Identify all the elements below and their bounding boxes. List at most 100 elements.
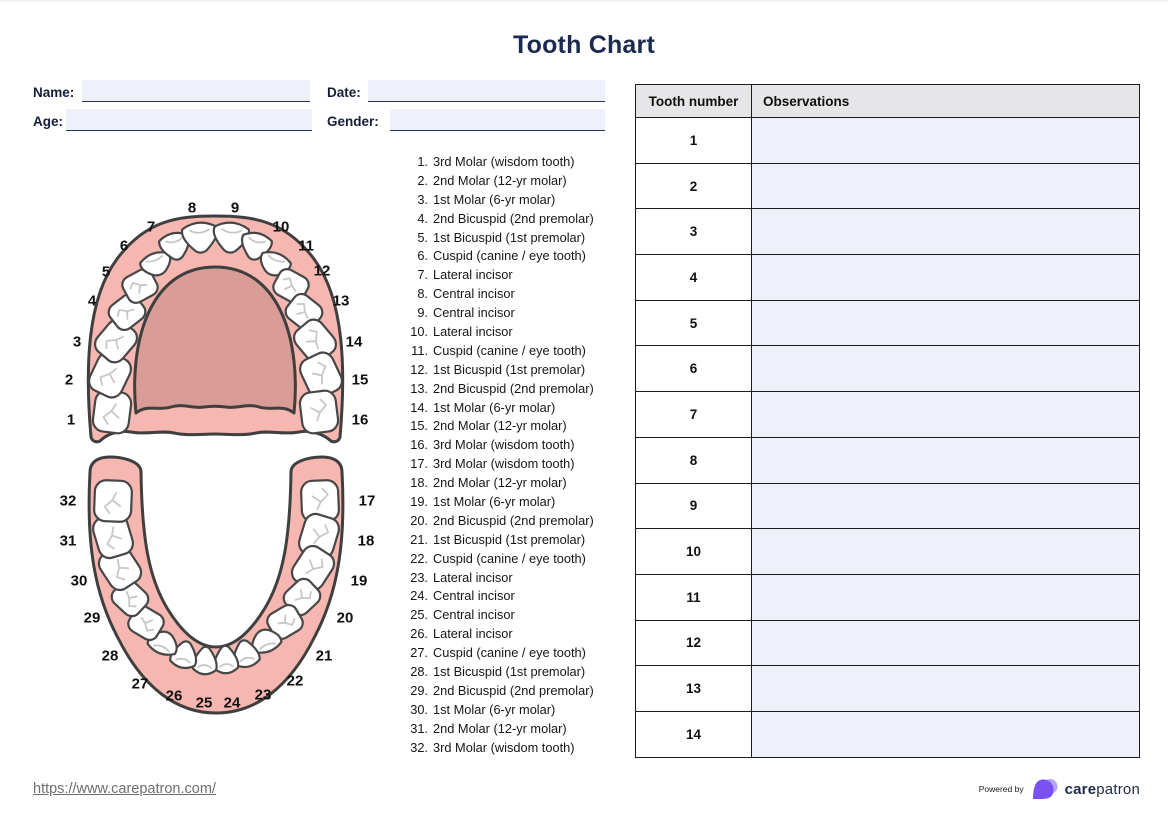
- tooth-list-number: 23.: [410, 569, 428, 585]
- upper-arch-palate: [133, 265, 297, 415]
- tooth-list-name: 1st Bicuspid (1st premolar): [433, 531, 586, 547]
- tooth-number-label: 4: [88, 292, 97, 309]
- observation-cell[interactable]: [751, 482, 1140, 530]
- tooth-number-label: 3: [73, 333, 81, 350]
- tooth-list-number: 8.: [417, 286, 428, 302]
- observation-cell[interactable]: [751, 710, 1140, 758]
- tooth-fissure-line: [267, 254, 286, 263]
- date-label: Date:: [327, 85, 361, 100]
- tooth-list-number: 9.: [417, 305, 428, 321]
- tooth-number-label: 28: [102, 647, 119, 664]
- tooth-list-number: 28.: [410, 663, 428, 679]
- observation-cell[interactable]: [751, 208, 1140, 256]
- observation-cell[interactable]: [751, 299, 1140, 347]
- tooth-fissure-line: [103, 492, 122, 515]
- tooth-list-name: Central incisor: [433, 607, 515, 623]
- tooth-list-item: 19. 1st Molar (6-yr molar): [402, 492, 612, 511]
- page-title: Tooth Chart: [513, 31, 655, 59]
- tooth-upper-16: [298, 389, 340, 435]
- tooth-fissure-line: [294, 589, 312, 601]
- tooth-fissure-line: [105, 335, 124, 350]
- tooth-list-name: 2nd Molar (12-yr molar): [433, 475, 567, 491]
- tooth-number-label: 7: [147, 218, 155, 235]
- tooth-number-label: 29: [84, 609, 101, 626]
- tooth-fissure-line: [197, 664, 212, 669]
- tooth-fissure-line: [99, 367, 117, 386]
- gender-field[interactable]: [390, 109, 605, 131]
- tooth-lower-17: [300, 479, 340, 523]
- tooth-list-item: 25. Central incisor: [402, 605, 612, 624]
- tooth-list-item: 16. 3rd Molar (wisdom tooth): [402, 435, 612, 454]
- tooth-number-label: 8: [188, 199, 196, 216]
- age-field[interactable]: [66, 109, 312, 131]
- tooth-fissure-line: [165, 237, 183, 244]
- tooth-list-name: 1st Bicuspid (1st premolar): [433, 663, 586, 679]
- tooth-list-item: 10. Lateral incisor: [402, 322, 612, 341]
- tooth-list-name: 1st Molar (6-yr molar): [433, 493, 556, 509]
- tooth-number-cell: 8: [635, 436, 752, 484]
- tooth-list-item: 1. 3rd Molar (wisdom tooth): [402, 152, 612, 171]
- table-row: 11: [635, 573, 1140, 621]
- tooth-list-name: Cuspid (canine / eye tooth): [433, 342, 586, 358]
- tooth-number-label: 11: [298, 237, 314, 254]
- tooth-number-cell: 14: [635, 710, 752, 758]
- powered-by-badge: Powered by carepatron: [979, 777, 1140, 801]
- observation-cell[interactable]: [751, 162, 1140, 210]
- tooth-number-label: 23: [255, 686, 272, 703]
- tooth-fissure-line: [248, 237, 266, 244]
- tooth-number-label: 21: [316, 647, 333, 664]
- tooth-list-item: 17. 3rd Molar (wisdom tooth): [402, 454, 612, 473]
- tooth-fissure-line: [305, 558, 324, 575]
- tooth-fissure-line: [175, 657, 191, 664]
- name-field[interactable]: [82, 80, 310, 102]
- table-row: 9: [635, 482, 1140, 530]
- tooth-list-number: 13.: [410, 380, 428, 396]
- tooth-number-label: 27: [132, 675, 149, 692]
- observation-cell[interactable]: [751, 391, 1140, 438]
- tooth-list-item: 12. 1st Bicuspid (1st premolar): [402, 360, 612, 379]
- carepatron-logo-icon: [1032, 779, 1058, 799]
- observation-cell[interactable]: [751, 345, 1140, 393]
- tooth-list-number: 5.: [417, 229, 428, 245]
- observation-cell[interactable]: [751, 573, 1140, 621]
- tooth-number-label: 22: [287, 672, 304, 689]
- carepatron-wordmark: carepatron: [1064, 780, 1140, 798]
- tooth-upper-6: [139, 251, 172, 277]
- tooth-fissure-line: [116, 308, 135, 320]
- tooth-list-item: 26. Lateral incisor: [402, 624, 612, 643]
- tooth-number-cell: 13: [635, 665, 752, 712]
- tooth-lower-22: [251, 628, 283, 654]
- tooth-list-number: 6.: [417, 248, 428, 264]
- tooth-number-label: 15: [352, 371, 369, 388]
- tooth-fissure-line: [152, 644, 170, 653]
- tooth-list-name: 2nd Bicuspid (2nd premolar): [433, 512, 594, 528]
- observation-cell[interactable]: [751, 665, 1140, 712]
- observation-cell[interactable]: [751, 436, 1140, 484]
- tooth-list-number: 29.: [410, 682, 428, 698]
- tooth-list-number: 19.: [410, 493, 428, 509]
- tooth-list-number: 26.: [410, 626, 428, 642]
- tooth-list-item: 5. 1st Bicuspid (1st premolar): [402, 228, 612, 247]
- observation-cell[interactable]: [751, 528, 1140, 575]
- observation-cell[interactable]: [751, 619, 1140, 667]
- tooth-fissure-line: [221, 228, 242, 234]
- tooth-number-label: 14: [346, 333, 363, 350]
- observation-cell[interactable]: [751, 117, 1140, 164]
- tooth-list-name: 2nd Molar (12-yr molar): [433, 172, 567, 188]
- tooth-list-number: 20.: [410, 512, 428, 528]
- tooth-list-name: 2nd Molar (12-yr molar): [433, 418, 567, 434]
- tooth-list-item: 6. Cuspid (canine / eye tooth): [402, 246, 612, 265]
- tooth-fissure-line: [311, 487, 329, 511]
- observation-cell[interactable]: [751, 254, 1140, 301]
- table-row: 7: [635, 391, 1140, 438]
- tooth-number-label: 32: [60, 492, 77, 509]
- tooth-list-number: 17.: [410, 456, 428, 472]
- carepatron-url-link[interactable]: https://www.carepatron.com/: [33, 781, 216, 797]
- tooth-list-item: 4. 2nd Bicuspid (2nd premolar): [402, 209, 612, 228]
- tooth-list-number: 18.: [410, 475, 428, 491]
- tooth-fissure-line: [312, 524, 330, 544]
- gender-label: Gender:: [327, 114, 379, 129]
- tooth-upper-5: [121, 268, 159, 304]
- date-field[interactable]: [368, 80, 605, 102]
